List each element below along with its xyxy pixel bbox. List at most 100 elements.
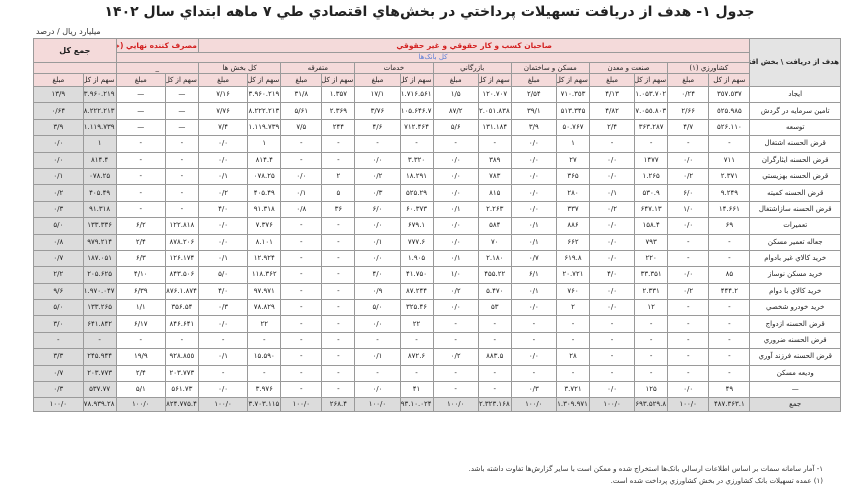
- amount-cell: -: [321, 381, 356, 399]
- amount-cell: ٧٨٣: [477, 167, 512, 186]
- amount-cell: ٧٧.۵٣٧: [82, 381, 117, 399]
- amount-cell: ١٢.٩٢۴: [247, 249, 282, 268]
- share-cell: ۶۶/٢: [667, 102, 710, 120]
- amount-cell: ۵.٨٨٣: [477, 348, 512, 366]
- amount-cell: -: [321, 135, 356, 153]
- row-label: تعميرات: [749, 217, 841, 235]
- share-cell: ٠/٠: [510, 200, 558, 219]
- total-column-header: جمع کل: [33, 38, 117, 63]
- amount-cell: ٨٨۶: [556, 217, 590, 235]
- share-cell: ٨٧/٢: [432, 102, 479, 120]
- amount-cell: -: [321, 299, 356, 317]
- amount-cell: ٧٣.۵۶١: [164, 381, 199, 399]
- share-cell: ٧۶/٧: [197, 102, 249, 120]
- amount-cell: -: [477, 135, 512, 153]
- amount-cell: -: [321, 331, 356, 350]
- amount-cell: ٢٢٠: [634, 249, 669, 268]
- share-cell: ٠/٠: [197, 151, 249, 169]
- sector-header-2: مسكن و ساختمان: [510, 62, 590, 74]
- sector-header-3: بازرگاني: [432, 62, 512, 74]
- share-cell: ٠/٠: [280, 167, 323, 186]
- share-cell: ٠/٣: [197, 299, 249, 317]
- amount-cell: ١.۴٨٧.٣۶٣: [708, 397, 751, 413]
- share-cell: ٠/٢: [588, 200, 636, 219]
- amount-cell: ١.٨٧۴.٨٧۶: [164, 282, 199, 301]
- amount-cell: ٢٨.۴٧٨.٩٣٩: [82, 397, 117, 413]
- amount-cell: ٣۶۵: [556, 167, 590, 186]
- amount-cell: ١١٨.٣۶٢: [247, 266, 282, 284]
- share-cell: ٠/٠: [588, 249, 636, 268]
- share-cell: ١/٠: [667, 200, 710, 219]
- amount-cell: ١.٣٠٩.٩٧١: [556, 397, 590, 413]
- amount-cell: -: [399, 135, 434, 153]
- amount-cell: ٧٩٣: [634, 233, 669, 251]
- share-cell: -: [667, 315, 710, 333]
- row-label: قرض الحسنه اشتغال: [749, 135, 841, 153]
- share-cell: -: [280, 266, 323, 284]
- share-cell: ٠/٧: [33, 364, 84, 383]
- amount-cell: ١.٩٠۵: [399, 249, 434, 268]
- table-row: قرض الحسنه اشتغال - - - -١ ٠/٠- - - - - -١ ٠/٠- -١ ٠/…: [33, 135, 841, 153]
- amount-cell: -: [247, 331, 282, 350]
- share-cell: ٠/٠: [432, 299, 479, 317]
- amount-cell: -: [708, 348, 751, 366]
- amount-cell: —: [164, 102, 199, 120]
- share-cell: ٣١/٨: [280, 85, 323, 104]
- share-cell: ۵/٧: [280, 118, 323, 137]
- table-row: قرض الحسنه بهزيستي ٢.٣٧١ ٠/٢ ١.٢۶۵ ٠/٠ ٣۶۵ ٠/٠…: [33, 167, 841, 186]
- share-cell: -: [432, 331, 479, 350]
- row-label: جمع: [749, 397, 841, 413]
- share-cell: ١/۶: [510, 266, 558, 284]
- share-cell: ٠/٢: [432, 282, 479, 301]
- amount-cell: ٣٨٩: [477, 151, 512, 169]
- share-cell: —: [115, 118, 166, 137]
- amount-cell: ١٠.٠٢۴.٣٩٣: [399, 397, 434, 413]
- share-cell: ٠/٠: [588, 151, 636, 169]
- amount-cell: -: [708, 315, 751, 333]
- amount-cell: ٣۶: [321, 200, 356, 219]
- amount-cell: -: [321, 315, 356, 333]
- share-cell: ١٠٠/٠: [667, 397, 710, 413]
- share-cell: ٠/٠: [432, 167, 479, 186]
- table-row: وديعه مسكن - - - - - - - - - - - - - -٢٠٣.٧٧٣ ۴/٢ ٢٠٣.٧٧…: [33, 364, 841, 383]
- share-cell: ٠/٢: [667, 167, 710, 186]
- amount-cell: ١٢٠.٧٠٧: [477, 85, 512, 104]
- amount-cell: ٢٠٣.٧٧٣: [82, 364, 117, 383]
- amount-cell: ٣.٩۶٠.٢١٩: [247, 85, 282, 104]
- amount-cell: ٢.٠٥١.٨٣٨: [477, 102, 512, 120]
- share-cell: ١۶/٧: [197, 85, 249, 104]
- share-cell: ٠/٠: [588, 217, 636, 235]
- share-cell: -: [280, 151, 323, 169]
- subheader-share-5: سهم از کل: [321, 73, 356, 87]
- amount-cell: ١: [82, 135, 117, 153]
- share-cell: ۵۴/٢: [510, 85, 558, 104]
- share-cell: -: [667, 135, 710, 153]
- row-label: قرض الحسنه ازدواج: [749, 315, 841, 333]
- amount-cell: ٢٢: [247, 315, 282, 333]
- share-cell: ٠/٣: [510, 381, 558, 399]
- share-cell: ٠/٩: [354, 282, 401, 301]
- amount-cell: ٨٧.٢۴۴: [399, 282, 434, 301]
- amount-cell: ١.٢۶۵: [634, 167, 669, 186]
- amount-cell: -: [321, 282, 356, 301]
- share-cell: ٠/١: [432, 249, 479, 268]
- share-cell: ٣٩/١: [510, 102, 558, 120]
- amount-cell: -: [634, 135, 669, 153]
- amount-cell: ٢: [321, 167, 356, 186]
- subheader-share-1: سهم از کل: [634, 73, 669, 87]
- subheader-amount-1: مبلغ: [588, 73, 636, 87]
- share-cell: -: [588, 348, 636, 366]
- amount-cell: ١.٠۵٣.٧٠٢: [634, 85, 669, 104]
- table-row: —۴٩ ٠/٠ ١٢۵ ٠/٠ ٣.٧٢١ ٠/٣- -۴١ ٠/٠- -٣.٩٧۶ ٠/٠ ٧٣.…: [33, 381, 841, 399]
- share-cell: -: [115, 331, 166, 350]
- amount-cell: —: [164, 118, 199, 137]
- share-cell: ٠/٣: [354, 184, 401, 202]
- amount-cell: ١٢٢.٨١٨: [164, 217, 199, 235]
- sector-header: بخش اقتصادي: [751, 58, 779, 66]
- share-cell: ٠/١: [510, 282, 558, 301]
- header-row-sectors: كشاورزي (١) صنعت و معدن مسكن و ساختمان ب…: [33, 62, 841, 74]
- share-cell: ٠/١: [33, 167, 84, 186]
- share-cell: -: [280, 364, 323, 383]
- amount-cell: -: [399, 364, 434, 383]
